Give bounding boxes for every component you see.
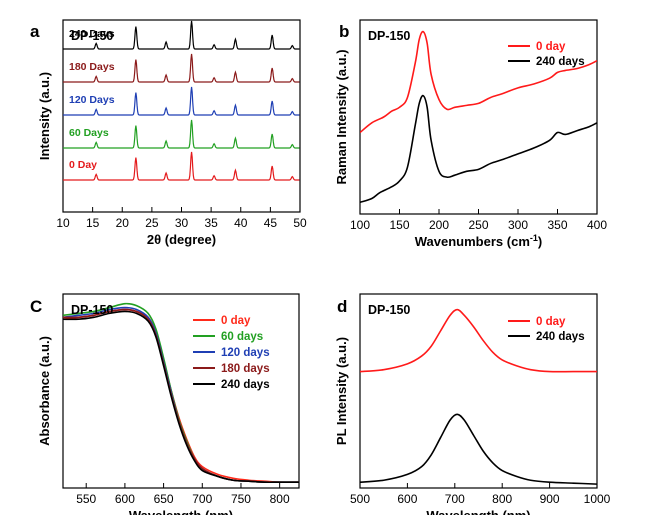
plot-frame xyxy=(62,293,300,489)
x-tick-label: 550 xyxy=(76,492,96,506)
chart-title: DP-150 xyxy=(368,29,410,43)
x-tick-label: 350 xyxy=(547,218,567,232)
series-line-0-day xyxy=(63,151,300,181)
y-axis-label: Intensity (a.u.) xyxy=(37,72,52,160)
series-line-240-days xyxy=(63,20,300,50)
chart-title: DP-150 xyxy=(71,303,113,317)
x-tick-label: 25 xyxy=(145,216,159,230)
panel-a: a 10 15 20 25 30 35 40 45 50 2θ (degree) Intensity … xyxy=(30,19,307,247)
x-tick-label: 30 xyxy=(175,216,189,230)
x-axis-label-sup: -1 xyxy=(530,233,538,243)
x-tick-label: 100 xyxy=(350,218,370,232)
series-label: 60 Days xyxy=(69,127,109,139)
series-line-240-days xyxy=(360,413,597,485)
x-tick-label: 45 xyxy=(264,216,278,230)
x-tick-label: 150 xyxy=(389,218,409,232)
x-tick-label: 900 xyxy=(540,492,560,506)
panel-letter: b xyxy=(339,22,349,41)
legend-label: 240 days xyxy=(536,331,585,343)
series-label: 180 Days xyxy=(69,61,115,73)
x-tick-label: 700 xyxy=(445,492,465,506)
x-tick-label: 50 xyxy=(293,216,307,230)
x-tick-label: 20 xyxy=(116,216,130,230)
legend-label: 0 day xyxy=(536,316,566,328)
x-tick-label: 1000 xyxy=(584,492,611,506)
y-axis-label: Absorbance (a.u.) xyxy=(37,336,52,446)
x-tick-label: 500 xyxy=(350,492,370,506)
legend-label: 120 days xyxy=(221,347,270,359)
x-tick-label: 250 xyxy=(468,218,488,232)
x-tick-label: 800 xyxy=(270,492,290,506)
x-axis-label: 2θ (degree) xyxy=(147,232,216,247)
chart-title: DP-150 xyxy=(368,303,410,317)
legend-label: 240 days xyxy=(221,379,270,391)
x-tick-label: 600 xyxy=(397,492,417,506)
x-axis-label-end: ) xyxy=(538,234,542,249)
y-axis-label: Raman Intensity (a.u.) xyxy=(334,49,349,184)
plot-area xyxy=(63,20,300,181)
x-tick-label: 700 xyxy=(192,492,212,506)
plot-area xyxy=(360,30,597,204)
series-label: 240 Days xyxy=(69,28,115,40)
chart-title: DP-150 xyxy=(71,29,113,43)
x-tick-label: 35 xyxy=(204,216,218,230)
x-axis-label: Wavenumbers (cm-1) xyxy=(415,233,542,249)
series-line-180-days xyxy=(63,308,299,484)
x-tick-label: 300 xyxy=(508,218,528,232)
series-line-60-days xyxy=(63,119,300,149)
panel-letter: a xyxy=(30,22,40,41)
series-line-240-days xyxy=(360,94,597,204)
x-tick-label: 15 xyxy=(86,216,100,230)
series-label: 120 Days xyxy=(69,94,115,106)
panel-b: b 100 150 200 250 300 350 400 Wavenumbers (cm-1)… xyxy=(334,19,607,249)
plot-area xyxy=(63,302,299,484)
x-tick-label: 600 xyxy=(115,492,135,506)
plot-area xyxy=(360,308,597,485)
series-line-240-days xyxy=(63,310,299,484)
legend-label: 0 day xyxy=(536,41,566,53)
series-line-60-days xyxy=(63,302,299,484)
panel-letter: d xyxy=(337,297,347,316)
series-line-0-day xyxy=(360,30,597,134)
series-line-0-day xyxy=(63,308,299,484)
x-tick-label: 800 xyxy=(492,492,512,506)
x-tick-label: 650 xyxy=(154,492,174,506)
x-tick-label: 400 xyxy=(587,218,607,232)
y-axis-label: PL Intensity (a.u.) xyxy=(334,337,349,445)
x-tick-label: 750 xyxy=(231,492,251,506)
x-axis-label: Wavelength (nm) xyxy=(426,508,530,515)
panel-letter: C xyxy=(30,297,42,316)
series-line-120-days xyxy=(63,86,300,116)
legend-label: 180 days xyxy=(221,363,270,375)
panel-C: C 550 600 650 700 750 800 Wavelength (nm) Absorb… xyxy=(30,293,300,515)
x-axis-label: Wavelength (nm) xyxy=(129,508,233,515)
legend-label: 0 day xyxy=(221,315,251,327)
series-line-0-day xyxy=(360,308,597,373)
panel-d: d 500 600 700 800 900 1000 Wavelength (nm) PL In… xyxy=(334,293,611,515)
x-tick-label: 200 xyxy=(429,218,449,232)
plot-frame xyxy=(359,293,598,489)
series-line-120-days xyxy=(63,306,299,484)
x-tick-label: 10 xyxy=(56,216,70,230)
series-line-180-days xyxy=(63,53,300,83)
legend-label: 240 days xyxy=(536,56,585,68)
legend-label: 60 days xyxy=(221,331,263,343)
series-label: 0 Day xyxy=(69,159,97,171)
x-tick-label: 40 xyxy=(234,216,248,230)
